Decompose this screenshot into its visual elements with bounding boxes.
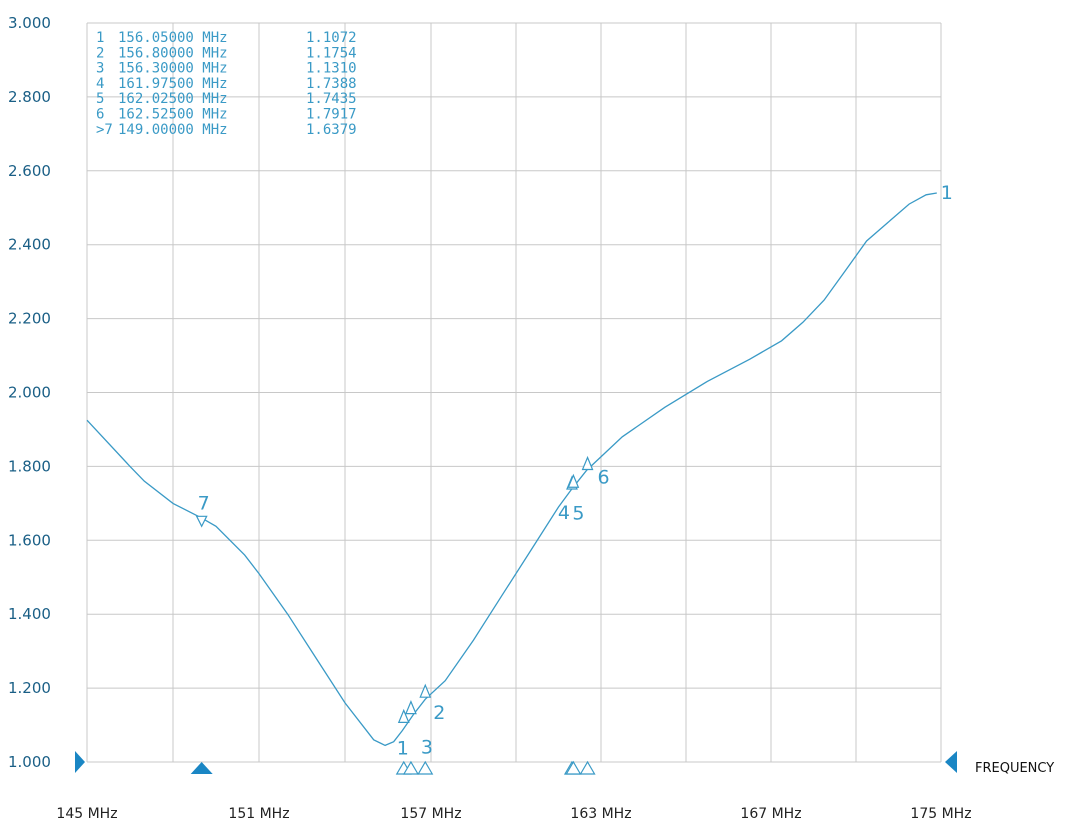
marker-label: 7 xyxy=(198,492,210,514)
y-tick-label: 2.000 xyxy=(8,384,51,402)
active-marker-indicator xyxy=(190,762,213,774)
x-tick-label: 145 MHz xyxy=(56,806,117,822)
y-tick-label: 1.800 xyxy=(8,457,51,475)
marker-triangle xyxy=(567,473,580,488)
y-tick-label: 1.000 xyxy=(8,753,51,771)
marker-table-value: 1.7435 xyxy=(306,91,357,107)
y-tick-label: 2.200 xyxy=(8,310,51,328)
reference-level-arrow-right xyxy=(945,751,957,773)
marker-table-freq: 156.05000 MHz xyxy=(118,30,228,46)
marker-table-freq: 161.97500 MHz xyxy=(118,76,228,92)
marker-label: 6 xyxy=(597,466,609,488)
axis-marker xyxy=(579,760,596,775)
y-tick-label: 3.000 xyxy=(8,14,51,32)
marker-triangle xyxy=(581,455,594,471)
marker-table-freq: 149.00000 MHz xyxy=(118,122,228,138)
y-tick-label: 1.200 xyxy=(8,679,51,697)
marker-table-value: 1.6379 xyxy=(306,122,357,138)
marker-triangle xyxy=(419,683,432,698)
y-tick-label: 1.400 xyxy=(8,605,51,623)
marker-triangle xyxy=(195,515,208,528)
axis-marker xyxy=(417,760,434,775)
marker-table-freq: 162.02500 MHz xyxy=(118,91,228,107)
marker-label: 4 xyxy=(558,502,570,524)
axis-marker xyxy=(565,760,582,775)
markers: 1 1 23 4 56 7 xyxy=(195,182,953,775)
y-tick-label: 2.800 xyxy=(8,88,51,106)
marker-table-value: 1.1754 xyxy=(306,45,357,61)
y-tick-label: 1.600 xyxy=(8,531,51,549)
grid xyxy=(86,22,942,763)
frequency-axis-label: FREQUENCY xyxy=(975,761,1054,776)
y-tick-label: 2.400 xyxy=(8,236,51,254)
trace-end-label: 1 xyxy=(941,182,953,204)
axis-decor xyxy=(75,751,957,774)
swr-trace xyxy=(86,192,937,747)
marker-table-id: 3 xyxy=(96,61,104,77)
x-tick-label: 151 MHz xyxy=(228,806,289,822)
marker-table-value: 1.7388 xyxy=(306,76,357,92)
marker-table-value: 1.7917 xyxy=(306,107,357,123)
x-axis: 145 MHz 151 MHz 157 MHz 163 MHz 167 MHz 175 M… xyxy=(56,806,971,822)
marker-table-id: 1 xyxy=(96,30,104,46)
y-axis: 3.000 2.800 2.600 2.400 2.200 2.000 1.800 1.600… xyxy=(8,14,51,771)
marker-label: 5 xyxy=(572,502,584,524)
x-tick-label: 167 MHz xyxy=(740,806,801,822)
marker-label: 2 xyxy=(433,702,445,724)
marker-table-value: 1.1072 xyxy=(306,30,357,46)
marker-table-id: 5 xyxy=(96,91,104,107)
marker-table-id: 6 xyxy=(96,107,104,123)
x-tick-label: 157 MHz xyxy=(400,806,461,822)
x-tick-label: 175 MHz xyxy=(910,806,971,822)
marker-table-value: 1.1310 xyxy=(306,61,357,77)
marker-table: 1 156.05000 MHz 1.1072 2 156.80000 MHz 1.1754… xyxy=(96,30,357,138)
reference-level-arrow-left xyxy=(75,751,85,773)
x-tick-label: 163 MHz xyxy=(570,806,631,822)
marker-triangle xyxy=(405,700,417,715)
y-tick-label: 2.600 xyxy=(8,162,51,180)
axis-marker xyxy=(402,760,419,775)
marker-table-freq: 162.52500 MHz xyxy=(118,107,228,123)
marker-table-freq: 156.80000 MHz xyxy=(118,45,228,61)
marker-table-id: >7 xyxy=(96,122,113,138)
marker-label: 1 xyxy=(397,737,409,759)
marker-table-freq: 156.30000 MHz xyxy=(118,61,228,77)
marker-table-id: 2 xyxy=(96,45,104,61)
marker-label: 3 xyxy=(421,737,433,759)
marker-triangle xyxy=(397,708,410,723)
marker-table-id: 4 xyxy=(96,76,104,92)
